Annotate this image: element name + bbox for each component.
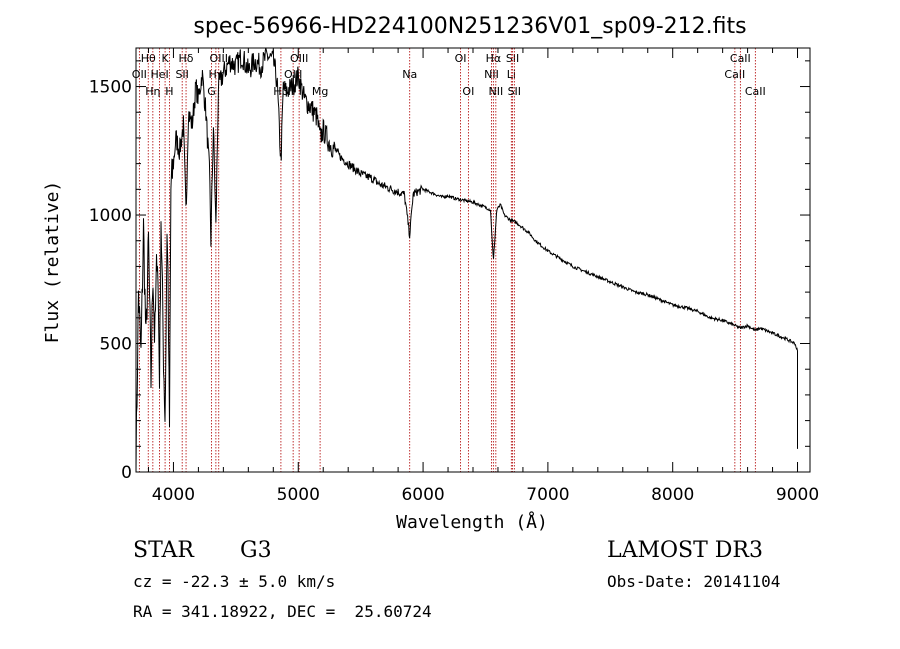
- spectrum-line: [135, 47, 798, 473]
- line-marker-label: OI: [462, 85, 474, 98]
- observation-date: Obs-Date: 20141104: [607, 572, 781, 591]
- line-marker-label: Li: [507, 68, 516, 81]
- line-marker-label: OII: [132, 68, 147, 81]
- line-marker-label: OI: [455, 52, 467, 65]
- line-marker-label: Hδ: [179, 52, 194, 65]
- line-marker-label: CaII: [745, 85, 766, 98]
- line-marker-label: NII: [484, 68, 499, 81]
- line-marker-label: CaII: [730, 52, 751, 65]
- line-marker-label: SII: [506, 52, 519, 65]
- plot-frame: [135, 47, 811, 473]
- line-marker-label: NII: [488, 85, 503, 98]
- chart-title: spec-56966-HD224100N251236V01_sp09-212.f…: [193, 14, 746, 39]
- line-marker-label: SII: [175, 68, 188, 81]
- line-marker-label: HeI: [150, 68, 168, 81]
- x-tick-label: 9000: [776, 485, 819, 505]
- line-marker-label: SII: [508, 85, 521, 98]
- line-marker-label: G: [207, 85, 216, 98]
- axis-ticks: 4000 5000 6000 7000 8000 9000 0 500 1000 1500: [89, 48, 819, 505]
- line-marker-label: K: [161, 52, 169, 65]
- survey-name: LAMOST DR3: [607, 538, 763, 563]
- redshift-readout: cz = -22.3 ± 5.0 km/s: [133, 572, 336, 591]
- line-marker-label: Na: [402, 68, 417, 81]
- y-tick-label: 1500: [89, 78, 132, 98]
- x-tick-label: 7000: [526, 485, 569, 505]
- line-marker-label: CaII: [724, 68, 745, 81]
- line-marker-label: Hη: [145, 85, 160, 98]
- line-marker-label: Hθ: [141, 52, 156, 65]
- object-class: STAR: [133, 538, 194, 563]
- x-tick-label: 6000: [401, 485, 444, 505]
- y-tick-label: 0: [121, 463, 132, 483]
- x-tick-label: 4000: [152, 485, 195, 505]
- x-tick-label: 8000: [651, 485, 694, 505]
- x-tick-label: 5000: [277, 485, 320, 505]
- y-tick-label: 500: [100, 335, 132, 355]
- line-marker-label: H: [165, 85, 173, 98]
- x-axis-label: Wavelength (Å): [396, 511, 548, 533]
- line-marker-label: Hα: [486, 52, 502, 65]
- object-subclass: G3: [240, 538, 272, 563]
- line-marker-label: OIII: [210, 52, 228, 65]
- y-tick-label: 1000: [89, 206, 132, 226]
- line-marker-label: Mg: [312, 85, 328, 98]
- line-markers: HθOIIHηHeIKHSIIHδHγGOIIIHβOIIIOIIIMgNaOI…: [132, 48, 766, 472]
- line-marker-label: OIII: [290, 52, 308, 65]
- y-axis-label: Flux (relative): [42, 181, 63, 344]
- sky-coordinates: RA = 341.18922, DEC = 25.60724: [133, 602, 432, 621]
